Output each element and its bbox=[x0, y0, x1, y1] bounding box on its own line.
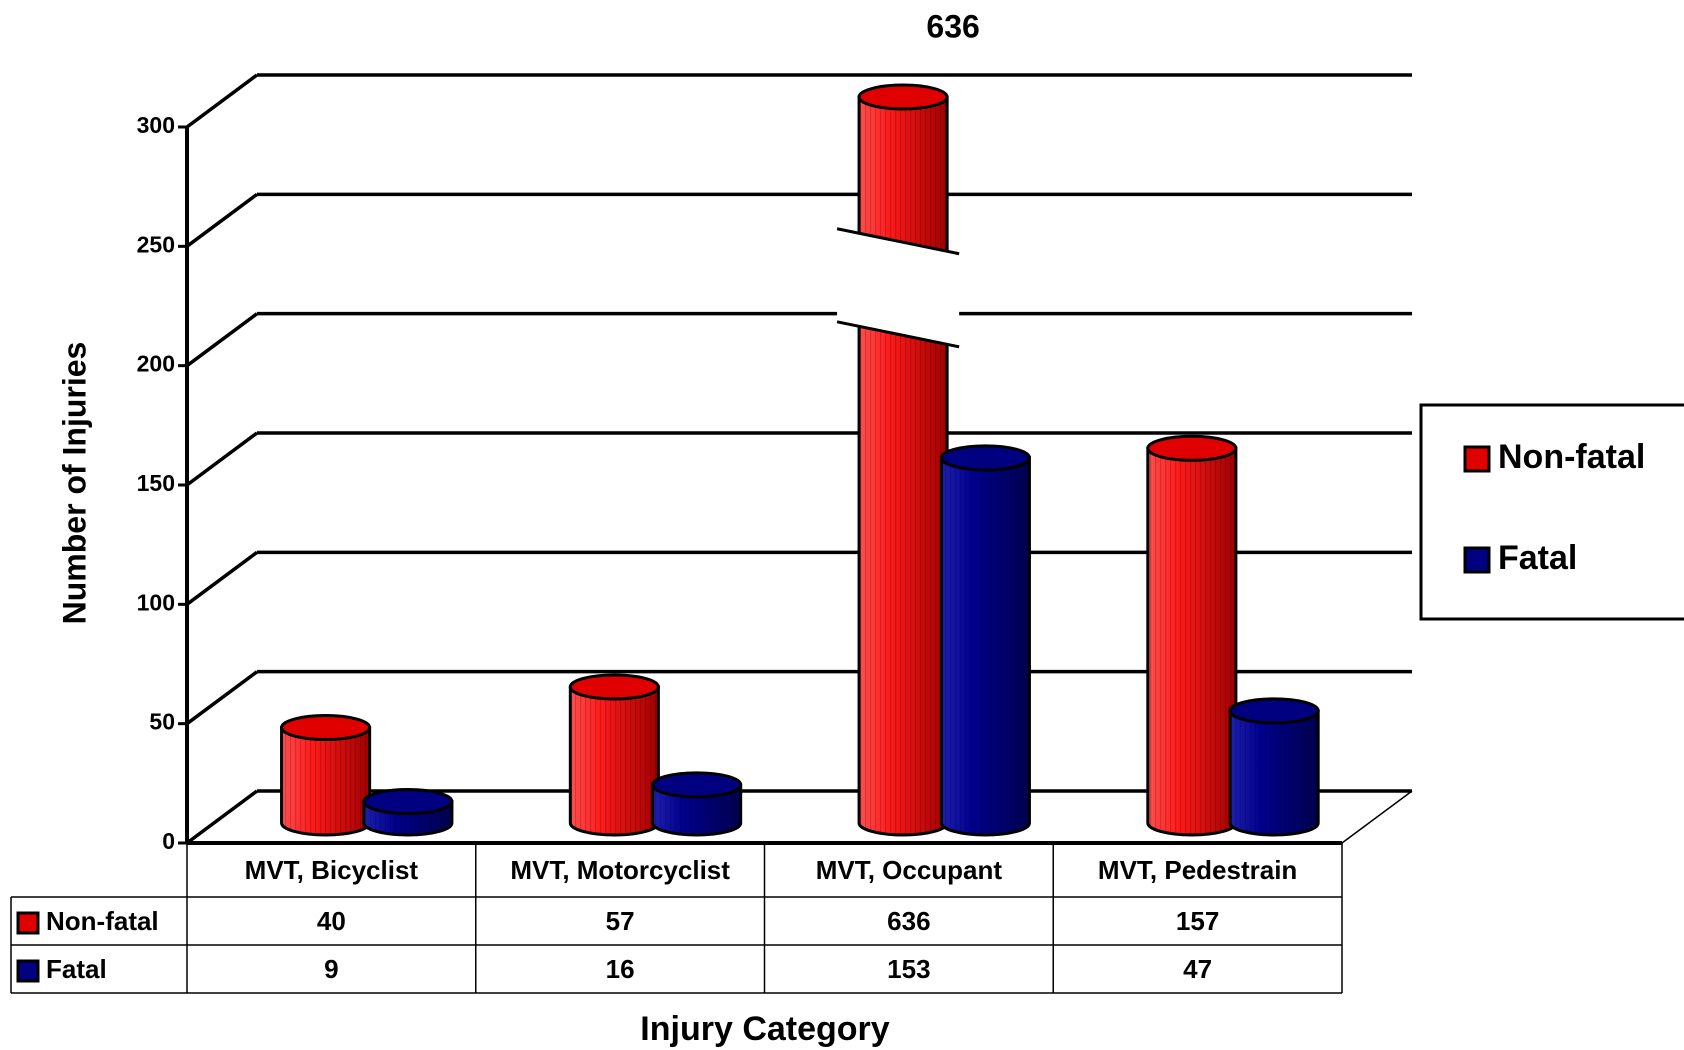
legend-label: Non-fatal bbox=[1498, 438, 1645, 476]
bar-top bbox=[1146, 434, 1238, 462]
bar-top bbox=[939, 444, 1031, 472]
bar-top bbox=[568, 673, 660, 701]
axis-break-line bbox=[836, 227, 960, 256]
bar-top bbox=[1228, 697, 1320, 725]
x-tick-label: MVT, Motorcyclist bbox=[510, 855, 730, 885]
bar-stripes bbox=[859, 97, 948, 835]
y-tick-label: 50 bbox=[149, 709, 175, 735]
table-value: 57 bbox=[606, 906, 635, 936]
table-value: 16 bbox=[606, 954, 635, 984]
table-value: 157 bbox=[1176, 906, 1219, 936]
y-axis-label: Number of Injuries bbox=[56, 342, 92, 625]
table-value: 636 bbox=[887, 906, 930, 936]
y-tick-label: 250 bbox=[137, 231, 175, 257]
bar bbox=[280, 714, 372, 837]
bar-stripes bbox=[941, 457, 1030, 835]
table-series-name: Fatal bbox=[46, 954, 107, 984]
legend-label: Fatal bbox=[1498, 539, 1577, 577]
bar bbox=[836, 83, 960, 837]
x-tick-label: MVT, Bicyclist bbox=[245, 855, 419, 885]
table-swatch bbox=[16, 911, 40, 935]
legend-swatch bbox=[1463, 445, 1491, 473]
grid-line-side bbox=[185, 670, 259, 726]
axis-break bbox=[837, 228, 960, 347]
bar-stripes bbox=[570, 686, 659, 835]
legend: Non-fatal Fatal bbox=[1419, 403, 1684, 621]
y-tick-label: 200 bbox=[137, 351, 175, 377]
axis-break-line bbox=[836, 320, 960, 349]
bar-top bbox=[362, 788, 454, 816]
x-tick-label: MVT, Occupant bbox=[816, 855, 1003, 885]
legend-box bbox=[1419, 403, 1684, 621]
y-tick-label: 0 bbox=[162, 828, 175, 854]
bar-stripes bbox=[1147, 448, 1236, 835]
grid-line-side bbox=[185, 73, 259, 129]
table-series-name: Non-fatal bbox=[46, 906, 159, 936]
y-tick-label: 100 bbox=[137, 589, 175, 615]
bar bbox=[568, 673, 660, 837]
y-tick-label: 300 bbox=[137, 112, 175, 138]
bar bbox=[1146, 434, 1238, 837]
value-label: 636 bbox=[926, 8, 979, 44]
bar-stripes bbox=[281, 727, 370, 835]
bar-stripes bbox=[1230, 710, 1319, 835]
legend-swatch bbox=[1463, 546, 1491, 574]
x-axis-label: Injury Category bbox=[640, 1010, 889, 1048]
table-value: 9 bbox=[324, 954, 338, 984]
table-swatch bbox=[16, 959, 40, 983]
bar-stripes bbox=[652, 784, 741, 835]
table-value: 47 bbox=[1183, 954, 1212, 984]
y-tick-label: 150 bbox=[137, 470, 175, 496]
table-value: 40 bbox=[317, 906, 346, 936]
bar-top bbox=[651, 771, 743, 799]
table-value: 153 bbox=[887, 954, 930, 984]
floor-edge bbox=[1341, 790, 1413, 844]
grid-line-side bbox=[185, 431, 259, 487]
bar-top bbox=[857, 83, 949, 111]
bar bbox=[939, 444, 1031, 837]
bar bbox=[651, 771, 743, 837]
grid-line-side bbox=[185, 312, 259, 368]
bar bbox=[1228, 697, 1320, 837]
grid-line-side bbox=[185, 789, 259, 845]
bar-top bbox=[280, 714, 372, 742]
x-tick-label: MVT, Pedestrain bbox=[1098, 855, 1297, 885]
grid-line-side bbox=[185, 550, 259, 606]
bar bbox=[362, 788, 454, 837]
grid-line-side bbox=[185, 192, 259, 248]
